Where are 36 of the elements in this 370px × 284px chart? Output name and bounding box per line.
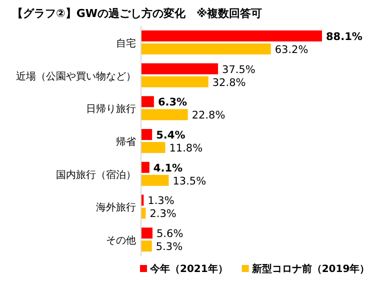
y-tick-label: その他 (106, 234, 136, 247)
bar (141, 240, 152, 252)
bar (141, 96, 154, 108)
y-tick-label: 近場（公園や買い物など） (16, 70, 136, 82)
data-label: 32.8% (212, 76, 246, 89)
legend-label: 新型コロナ前（2019年） (250, 263, 370, 275)
legend-label: 今年（2021年） (149, 263, 228, 275)
bar (141, 228, 153, 239)
data-label: 6.3% (158, 96, 188, 109)
data-label: 5.4% (156, 130, 186, 142)
data-label: 88.1% (326, 30, 363, 43)
y-tick-label: 国内旅行（宿泊） (56, 168, 136, 181)
bar (141, 30, 322, 42)
data-label: 63.2% (274, 44, 308, 56)
y-tick-label: 帰省 (116, 136, 136, 148)
bar (141, 174, 169, 186)
bar (141, 162, 150, 173)
bar (141, 76, 208, 88)
chart-title: 【グラフ②】GWの過ごし方の変化 ※複数回答可 (12, 7, 262, 20)
data-label: 11.8% (169, 142, 203, 154)
data-label: 13.5% (172, 175, 206, 188)
bar (141, 43, 271, 54)
data-label: 5.6% (156, 228, 184, 240)
data-label: 37.5% (222, 64, 256, 76)
data-label: 4.1% (153, 162, 184, 174)
data-label: 1.3% (148, 195, 174, 208)
bar (141, 109, 188, 120)
data-label: 22.8% (192, 110, 226, 122)
bar (141, 63, 218, 74)
data-label: 2.3% (150, 208, 176, 220)
data-label: 5.3% (156, 241, 183, 254)
y-tick-label: 日帰り旅行 (86, 103, 136, 116)
y-tick-label: 自宅 (116, 37, 136, 50)
y-tick-label: 海外旅行 (96, 202, 136, 214)
bar (141, 142, 166, 153)
bar (141, 129, 152, 140)
